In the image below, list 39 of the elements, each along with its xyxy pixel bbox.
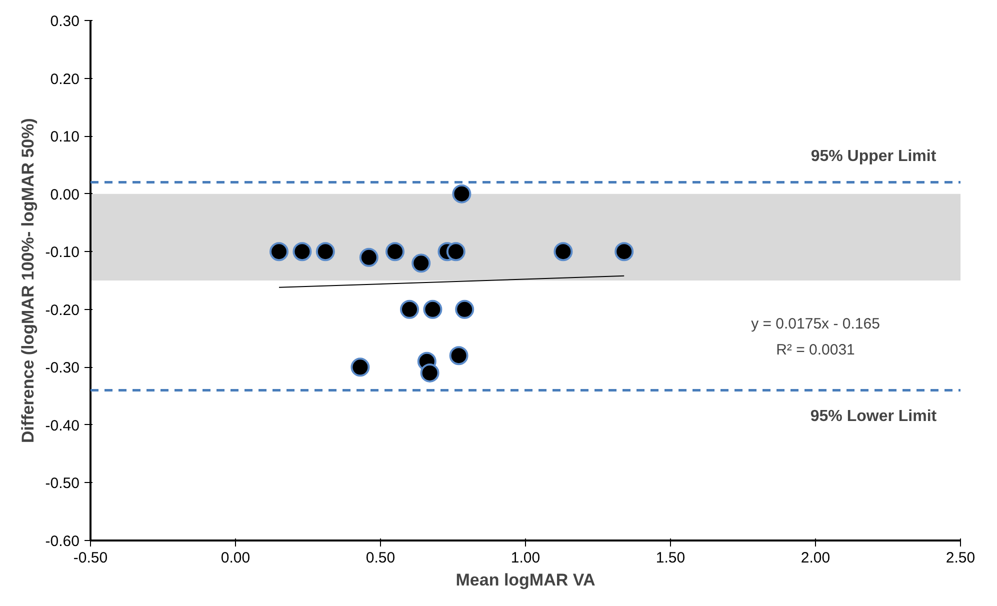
- point: [446, 242, 466, 262]
- ref-line-label: 95% Lower Limit: [810, 408, 938, 425]
- point: [412, 254, 431, 273]
- y-tick-label: -0.60: [45, 533, 80, 550]
- ref-line-label: 95% Upper Limit: [810, 148, 937, 165]
- point: [420, 363, 440, 382]
- point: [449, 346, 468, 366]
- x-tick-label: 1.00: [510, 550, 540, 566]
- point: [350, 358, 370, 377]
- y-tick-label: -0.40: [45, 417, 80, 434]
- point: [400, 300, 419, 319]
- point: [292, 242, 312, 262]
- x-tick-label: 1.50: [656, 550, 686, 566]
- x-tick-label: -0.50: [73, 550, 108, 566]
- x-tick-label: 2.50: [946, 550, 976, 566]
- y-tick-label: -0.20: [45, 302, 80, 319]
- y-tick-label: -0.30: [45, 360, 80, 377]
- x-tick-label: 0.50: [366, 550, 396, 566]
- y-tick-label: 0.30: [50, 13, 80, 30]
- point: [386, 242, 404, 262]
- x-tick-label: 0.00: [220, 550, 250, 566]
- x-tick-label: 2.00: [800, 550, 830, 566]
- point: [359, 248, 378, 267]
- point: [614, 242, 634, 262]
- point: [423, 300, 442, 319]
- y-tick-label: 0.20: [50, 70, 80, 88]
- point: [554, 242, 573, 262]
- annotation: R² = 0.0031: [776, 341, 855, 358]
- x-axis-title: Mean logMAR VA: [456, 570, 596, 590]
- point: [455, 300, 474, 319]
- y-axis-title: Difference (logMAR 100%- logMAR 50%): [18, 118, 38, 443]
- annotation: y = 0.0175x - 0.165: [751, 315, 880, 332]
- y-tick-label: -0.50: [45, 475, 80, 492]
- y-tick-label: -0.10: [45, 244, 80, 262]
- y-tick-label: 0.10: [50, 128, 80, 146]
- point: [452, 184, 472, 204]
- y-tick-label: 0.00: [50, 186, 80, 204]
- point: [270, 242, 288, 262]
- point: [316, 242, 335, 262]
